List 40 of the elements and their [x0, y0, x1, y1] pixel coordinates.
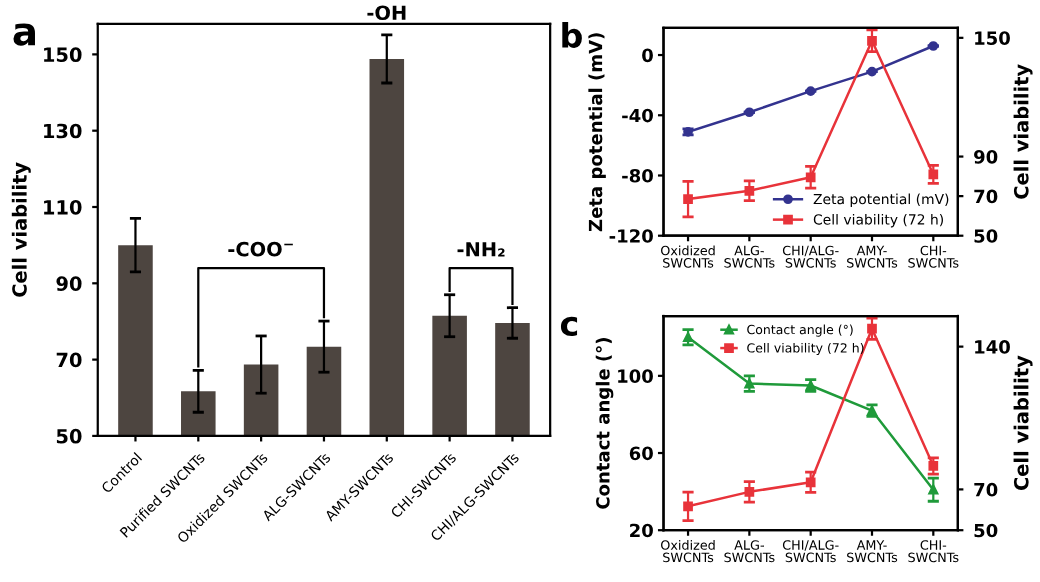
point — [683, 501, 693, 512]
y2-tick-label: 140 — [975, 340, 1010, 354]
annotation: -COO$^{−}$ — [228, 241, 293, 257]
chart-title: c — [560, 316, 578, 337]
y-tick-label: 90 — [56, 276, 82, 291]
y2-axis-title: Cell viability — [1013, 64, 1033, 199]
y-axis-title: Contact angle (°) — [595, 338, 614, 509]
y-tick-label: 130 — [44, 123, 82, 139]
y-axis-title: Zeta potential (mV) — [588, 33, 606, 232]
y-tick-label: 70 — [56, 352, 82, 368]
y2-tick-label: 70 — [974, 189, 998, 204]
y-tick-label: -120 — [609, 229, 653, 243]
y-tick-label: 100 — [618, 369, 653, 383]
y-tick-label: 110 — [44, 199, 82, 215]
point — [744, 486, 755, 497]
point — [928, 484, 939, 495]
chart-title: b — [562, 22, 582, 48]
y-tick-label: 60 — [629, 446, 653, 461]
point — [867, 323, 877, 334]
point — [805, 172, 816, 183]
point — [683, 194, 693, 204]
y-tick-label: -40 — [622, 108, 653, 123]
y2-tick-label: 70 — [974, 482, 998, 497]
y-tick-label: 150 — [44, 47, 82, 63]
y2-tick-label: 150 — [975, 31, 1010, 45]
text: -OH — [367, 5, 406, 21]
point — [867, 35, 877, 46]
chart-title: a — [13, 23, 35, 46]
y2-tick-label: 50 — [974, 229, 998, 243]
y2-tick-label: 50 — [974, 523, 998, 538]
point — [805, 477, 816, 488]
y-tick-label: 50 — [56, 428, 82, 444]
y-tick-label: 0 — [642, 48, 653, 63]
y-tick-label: -80 — [622, 168, 653, 183]
y-axis-title: Cell viability — [11, 162, 31, 297]
y-tick-label: 20 — [630, 523, 653, 538]
point — [744, 185, 755, 196]
y2-axis-title: Cell viability — [1013, 355, 1033, 491]
y2-tick-label: 90 — [974, 150, 998, 164]
annotation: -NH₂ — [457, 242, 505, 257]
